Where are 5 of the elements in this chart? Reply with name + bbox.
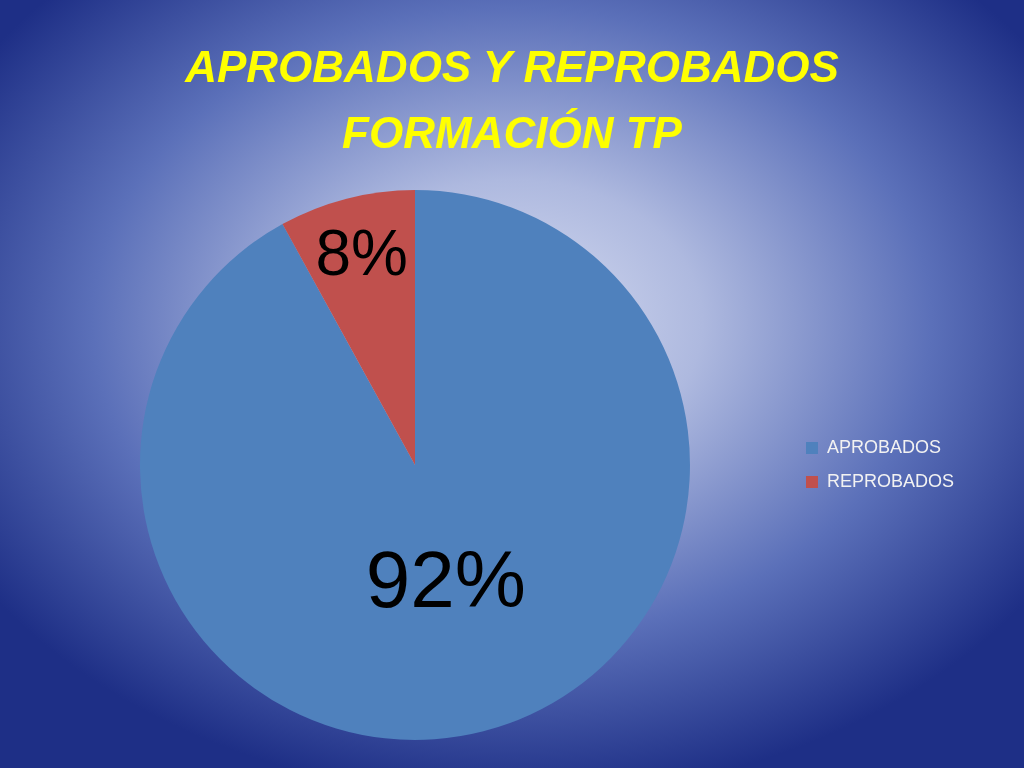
chart-title: APROBADOS Y REPROBADOS FORMACIÓN TP <box>183 41 840 159</box>
legend-label: REPROBADOS <box>826 470 954 491</box>
legend-label: APROBADOS <box>826 436 941 457</box>
data-label: 8% <box>315 216 408 289</box>
data-label: 92% <box>365 534 526 624</box>
